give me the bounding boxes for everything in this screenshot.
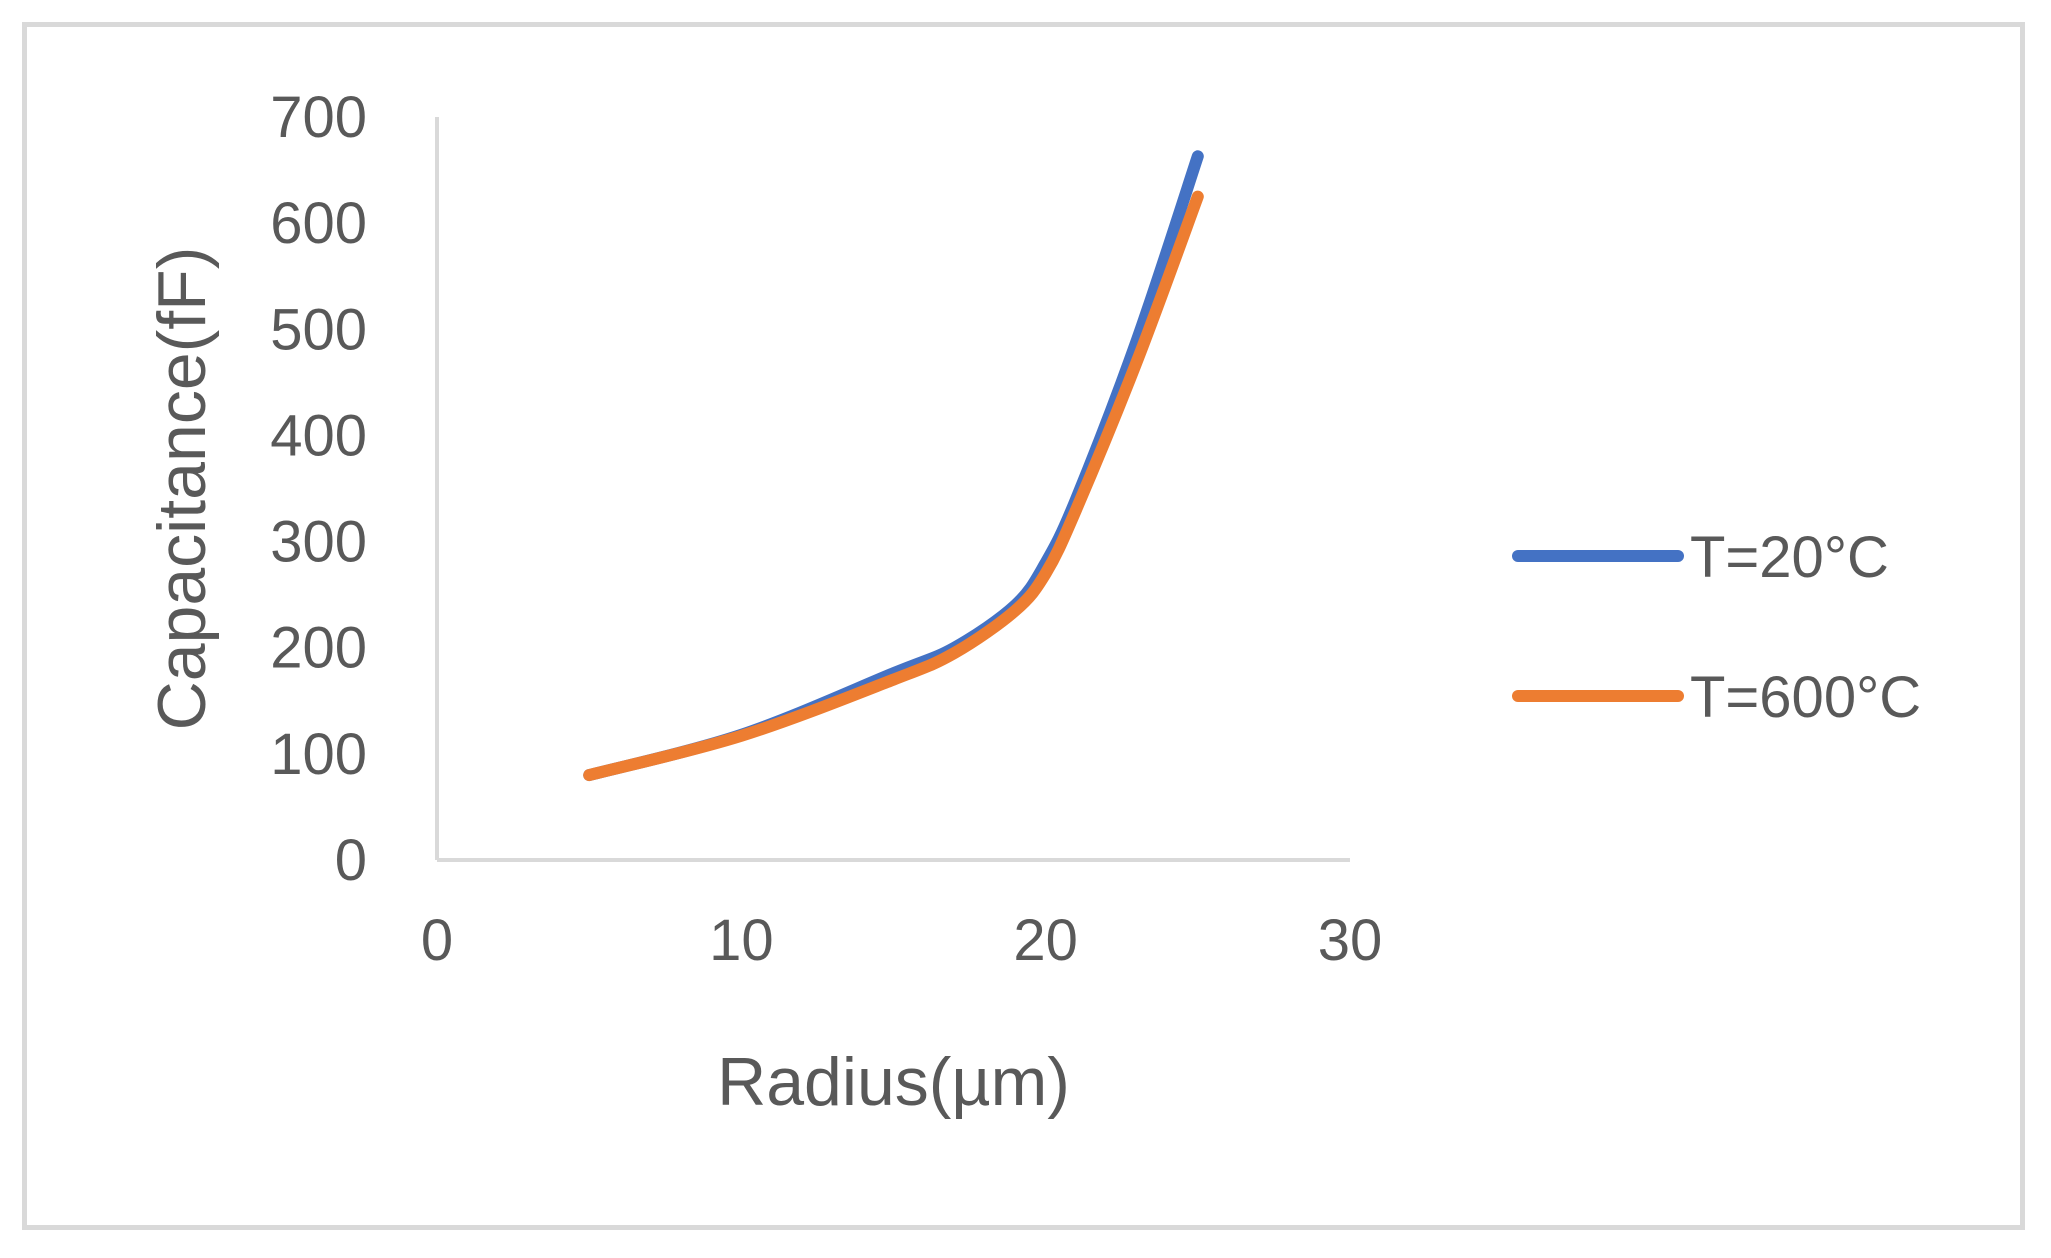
y-tick-label: 100 <box>270 722 367 787</box>
legend: T=20°C T=600°C <box>1512 525 1921 730</box>
x-tick-label: 0 <box>421 908 453 973</box>
series-line-2 <box>583 190 1204 782</box>
axes-layer <box>435 117 1350 862</box>
x-tick-label: 10 <box>709 908 774 973</box>
x-axis-title: Radius(µm) <box>717 1044 1070 1120</box>
y-tick-label: 700 <box>270 85 367 150</box>
y-tick-label: 0 <box>335 828 367 893</box>
y-tick-label: 200 <box>270 616 367 681</box>
y-tick-label: 500 <box>270 297 367 362</box>
chart-frame <box>22 22 2025 1230</box>
x-tick-label: 30 <box>1318 908 1383 973</box>
y-tick-label: 300 <box>270 510 367 575</box>
ticks-layer: 0 100 200 300 400 500 600 700 0 10 20 30 <box>270 85 1382 973</box>
series-layer <box>583 150 1204 782</box>
y-axis-title: Capacitance(fF) <box>144 247 220 731</box>
y-tick-label: 600 <box>270 191 367 256</box>
x-tick-label: 20 <box>1013 908 1078 973</box>
legend-label-1: T=20°C <box>1690 525 1889 590</box>
legend-label-2: T=600°C <box>1690 665 1921 730</box>
y-tick-label: 400 <box>270 403 367 468</box>
